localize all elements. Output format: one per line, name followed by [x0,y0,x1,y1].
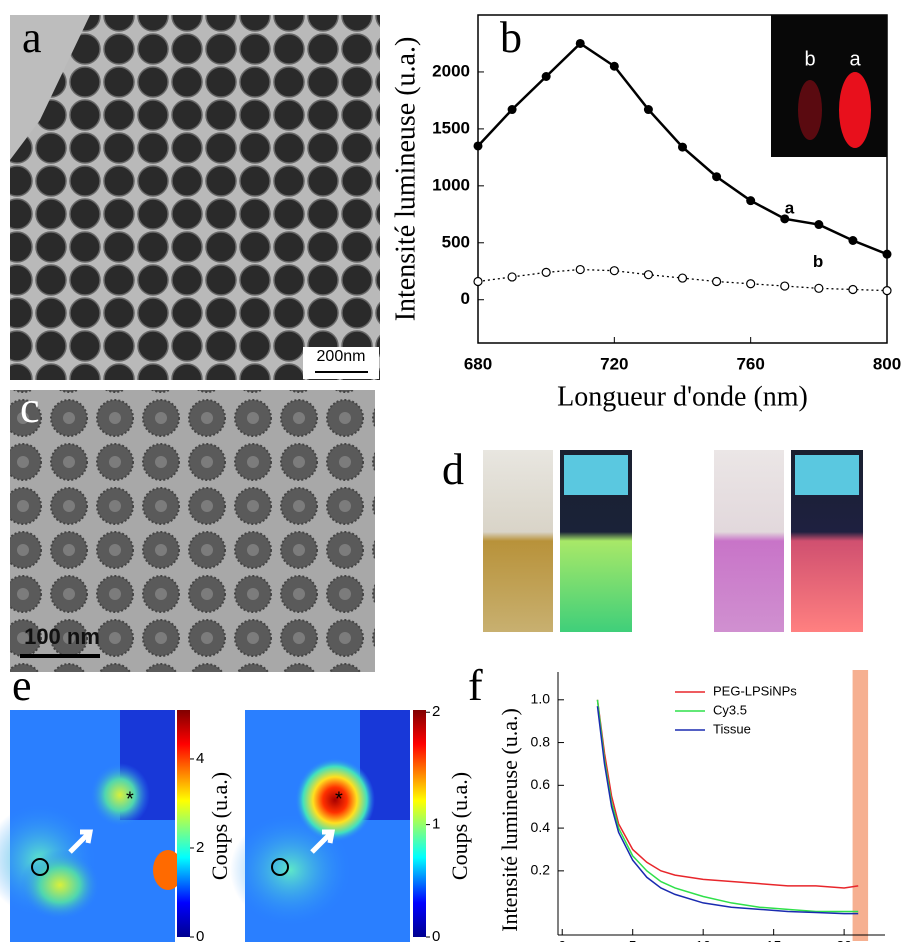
data-point [541,72,551,81]
colorbar-tick-label: 4 [196,750,204,767]
colorbar-tick-label: 1 [432,816,440,833]
x-tick-label: 15 [766,938,782,942]
data-point [643,105,653,115]
panel-label: a [22,13,42,62]
data-point [814,220,824,230]
x-tick-label: 800 [873,354,901,373]
data-point [711,276,722,287]
data-point [780,281,790,291]
x-tick-label: 760 [736,354,764,373]
colorbar-tick-label: 2 [196,839,204,856]
y-tick-label: 1000 [432,175,470,194]
data-point [609,61,619,71]
scale-bar-box [303,347,379,379]
scale-bar-label: 100 nm [24,624,100,649]
y-tick-label: 0 [461,289,470,308]
tem-background [10,15,90,160]
data-point [848,236,858,245]
series-line [596,699,859,889]
panel-label: d [442,445,464,494]
legend-label: Tissue [713,721,751,736]
y-axis-label: Intensité lumineuse (u.a.) [497,708,522,932]
panel-label: f [468,661,483,710]
y-tick-label: 1.0 [531,690,551,706]
data-point [677,273,688,283]
data-point [882,286,892,296]
inset-glow [798,80,822,140]
inset-photo [771,15,887,157]
data-point [814,283,824,293]
data-point [643,270,654,280]
series-line [596,699,859,913]
data-point [473,276,483,287]
y-tick-label: 0.8 [531,733,551,749]
colorbar-label: Coups (u.a.) [207,772,232,880]
data-point [507,272,517,282]
vial-photo [483,450,553,632]
colorbar-tick-label: 0 [196,928,204,942]
heatmap-1: * [0,710,183,942]
tem-image-c [10,390,375,672]
data-point [678,142,687,152]
panel-label: c [20,383,40,432]
y-tick-label: 0.2 [531,862,551,878]
y-tick-label: 0.4 [531,819,551,835]
data-point [541,267,551,277]
x-tick-label: 20 [836,938,852,942]
colorbar [413,710,426,937]
y-tick-label: 1500 [432,118,470,137]
data-point [507,105,517,115]
plot-frame [477,14,888,344]
data-point [575,38,585,48]
colorbar [177,710,190,937]
inset-label: b [804,48,815,70]
x-axis-label: Longueur d'onde (nm) [557,381,808,412]
inset-label: a [849,48,861,70]
y-axis-label: Intensité lumineuse (u.a.) [390,37,421,322]
x-tick-label: 5 [629,938,637,942]
x-tick-label: 680 [464,354,492,373]
panel-label: b [500,13,522,62]
series-label: a [785,198,795,217]
series-line [596,706,859,915]
data-point [746,196,756,206]
inset-glow [839,72,871,148]
data-point [575,264,585,275]
y-tick-label: 0.6 [531,776,551,792]
data-point [746,279,756,289]
x-tick-label: 720 [600,354,628,373]
colorbar-tick-label: 2 [432,703,440,720]
vial-cap [795,455,859,495]
series-label: b [813,252,823,271]
legend-label: Cy3.5 [713,702,747,717]
colorbar-tick-label: 0 [432,928,440,942]
data-point [882,249,892,259]
scale-bar-label: 200nm [317,348,366,365]
heatmap-2: * [230,710,410,942]
data-point [848,284,858,295]
x-tick-label: 0 [558,938,566,942]
data-point [473,141,483,151]
panel-label: e [12,661,32,710]
highlight-band [852,670,869,941]
data-point [780,214,790,224]
tem-image-a [10,15,380,380]
legend-label: PEG-LPSiNPs [713,683,797,698]
svg-text:*: * [335,788,343,810]
data-point [712,172,722,182]
vial-cap [564,455,628,495]
colorbar-label: Coups (u.a.) [447,772,472,880]
x-tick-label: 10 [695,938,711,942]
svg-text:*: * [126,788,134,810]
data-point [609,266,619,276]
y-tick-label: 2000 [432,61,470,80]
vial-photo [714,450,784,632]
y-tick-label: 500 [442,232,470,251]
